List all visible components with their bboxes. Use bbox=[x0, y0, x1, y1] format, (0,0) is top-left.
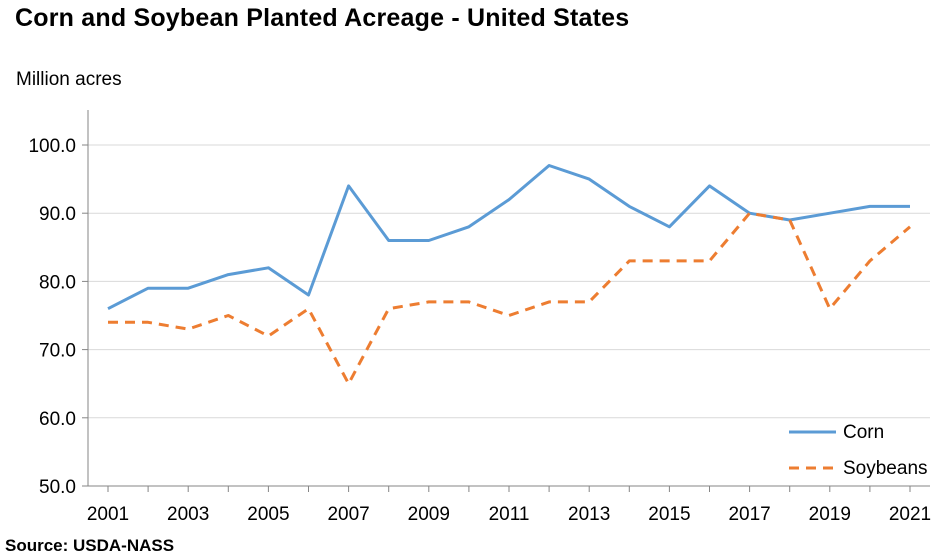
x-tick-label: 2009 bbox=[408, 504, 450, 525]
y-tick-label: 60.0 bbox=[39, 409, 76, 430]
y-tick-label: 70.0 bbox=[39, 341, 76, 362]
x-tick-label: 2021 bbox=[889, 504, 931, 525]
legend-label-corn: Corn bbox=[843, 422, 884, 443]
x-tick-label: 2003 bbox=[167, 504, 209, 525]
legend-label-soybeans: Soybeans bbox=[843, 458, 928, 479]
axes bbox=[82, 110, 930, 492]
x-tick-label: 2007 bbox=[327, 504, 369, 525]
gridlines bbox=[88, 144, 930, 419]
chart-title: Corn and Soybean Planted Acreage - Unite… bbox=[15, 4, 630, 32]
x-tick-label: 2019 bbox=[809, 504, 851, 525]
x-tick-label: 2011 bbox=[489, 504, 530, 525]
legend: Corn Soybeans bbox=[789, 422, 928, 479]
x-tick-label: 2017 bbox=[728, 504, 770, 525]
y-tick-label: 50.0 bbox=[39, 477, 76, 498]
y-tick-labels: 50.0 60.0 70.0 80.0 90.0 100.0 bbox=[28, 136, 76, 498]
x-tick-label: 2001 bbox=[87, 504, 129, 525]
y-tick-label: 100.0 bbox=[28, 136, 76, 157]
x-tick-label: 2015 bbox=[648, 504, 690, 525]
x-tick-label: 2005 bbox=[247, 504, 289, 525]
series-line-soybeans bbox=[108, 211, 911, 386]
y-axis-label: Million acres bbox=[16, 69, 122, 90]
source-note: Source: USDA-NASS bbox=[5, 536, 175, 555]
series-lines bbox=[107, 164, 911, 386]
y-tick-label: 80.0 bbox=[39, 272, 76, 293]
y-tick-label: 90.0 bbox=[39, 204, 76, 225]
series-line-corn bbox=[107, 164, 910, 311]
x-tick-labels: 2001 2003 2005 2007 2009 2011 2013 2015 2017 2019… bbox=[87, 504, 931, 525]
x-tick-label: 2013 bbox=[568, 504, 610, 525]
